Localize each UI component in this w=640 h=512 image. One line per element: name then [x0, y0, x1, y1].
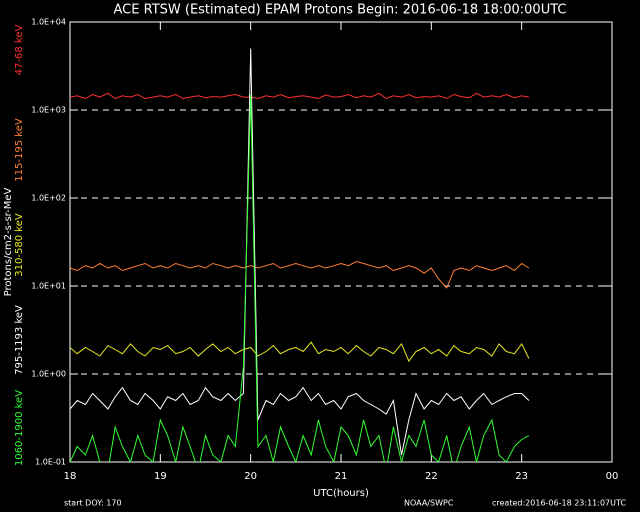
- y-tick-label: 1.0E-01: [35, 458, 66, 467]
- y-tick-label: 1.0E+00: [31, 370, 66, 379]
- y-tick-label: 1.0E+04: [31, 18, 66, 27]
- series-line: [70, 94, 530, 462]
- chart-title: ACE RTSW (Estimated) EPAM Protons Begin:…: [114, 3, 567, 18]
- footer-left: start DOY: 170: [64, 499, 122, 508]
- legend-entry: 115-195 keV: [14, 118, 25, 182]
- x-tick-label: 22: [425, 471, 438, 482]
- series-line: [70, 341, 530, 363]
- y-tick-label: 1.0E+03: [31, 106, 66, 115]
- x-tick-label: 20: [244, 471, 257, 482]
- footer-right: created:2016-06-18 23:11:07UTC: [492, 499, 626, 508]
- y-tick-label: 1.0E+01: [31, 282, 66, 291]
- series-line: [70, 260, 530, 289]
- plot-frame: [69, 21, 613, 463]
- x-tick-label: 23: [515, 471, 528, 482]
- footer-center: NOAA/SWPC: [404, 499, 454, 508]
- legend-entry: 310-580 keV: [14, 213, 25, 277]
- legend-entry: 47-68 keV: [14, 25, 25, 76]
- x-tick-label: 18: [64, 471, 77, 482]
- x-tick-label: 19: [154, 471, 167, 482]
- y-tick-label: 1.0E+02: [31, 194, 66, 203]
- legend-entry: 1060-1900 keV: [14, 390, 25, 466]
- x-axis-title: UTC(hours): [313, 488, 369, 499]
- x-tick-label: 00: [606, 471, 619, 482]
- x-tick-label: 21: [335, 471, 348, 482]
- y-axis-title: Protons/cm2-s-sr-MeV: [3, 187, 14, 296]
- series-line: [70, 48, 530, 456]
- series-line: [70, 92, 529, 100]
- legend-entry: 795-1193 keV: [14, 305, 25, 375]
